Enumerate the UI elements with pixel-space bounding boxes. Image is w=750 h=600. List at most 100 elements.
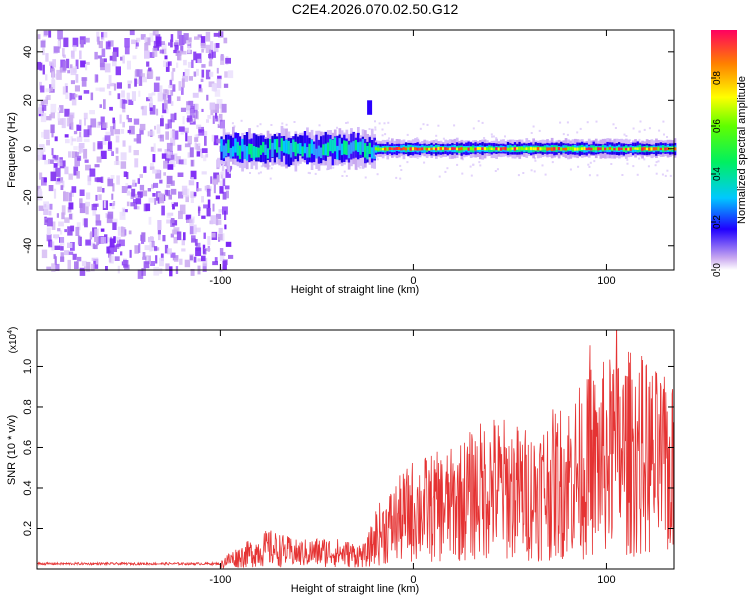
scatter-cell xyxy=(314,172,317,175)
noise-cell xyxy=(150,261,155,266)
scatter-cell xyxy=(456,163,459,166)
scatter-cell xyxy=(566,121,569,124)
noise-cell xyxy=(83,138,90,143)
scatter-cell xyxy=(388,137,390,140)
band-cell xyxy=(301,146,305,157)
band-cell xyxy=(592,147,596,151)
noise-cell xyxy=(87,125,92,136)
noise-cell xyxy=(170,180,175,186)
noise-cell xyxy=(144,50,150,59)
noise-cell xyxy=(131,91,136,101)
band-cell xyxy=(296,143,300,154)
noise-cell xyxy=(100,63,106,71)
band-cell xyxy=(252,146,256,160)
band-cell xyxy=(423,147,427,150)
noise-cell xyxy=(113,245,117,252)
scatter-cell xyxy=(648,127,651,130)
noise-cell xyxy=(55,181,61,185)
noise-cell xyxy=(201,130,208,136)
noise-cell xyxy=(156,124,161,134)
noise-cell xyxy=(194,36,200,40)
scatter-cell xyxy=(669,174,672,177)
noise-cell xyxy=(178,126,185,132)
band-cell xyxy=(435,147,438,151)
band-cell xyxy=(416,147,420,151)
noise-cell xyxy=(83,129,90,138)
noise-cell xyxy=(189,147,194,158)
noise-cell xyxy=(161,153,168,159)
scatter-cell xyxy=(416,137,419,140)
band-cell xyxy=(418,147,422,151)
noise-cell xyxy=(215,115,219,122)
noise-cell xyxy=(84,37,90,43)
noise-cell xyxy=(63,37,69,48)
band-cell xyxy=(266,148,270,159)
noise-cell xyxy=(41,104,47,111)
band-cell xyxy=(315,148,318,159)
noise-cell xyxy=(40,85,45,93)
scatter-cell xyxy=(378,122,381,125)
noise-cell xyxy=(108,253,112,263)
noise-cell xyxy=(180,50,187,55)
scatter-cell xyxy=(643,128,646,131)
noise-cell xyxy=(97,55,102,59)
noise-cell xyxy=(99,104,102,108)
colorbar-tick-label: 0.2 xyxy=(712,215,723,229)
noise-cell xyxy=(165,263,170,271)
noise-cell xyxy=(68,251,74,255)
noise-cell xyxy=(92,243,96,249)
noise-cell xyxy=(163,60,168,67)
noise-cell xyxy=(90,92,94,101)
noise-cell xyxy=(46,116,51,121)
noise-cell xyxy=(178,210,183,220)
spectrogram-panel: -100 0 100 -40 -20 0 20 40 Height of straight … xyxy=(6,29,677,296)
noise-cell xyxy=(220,171,224,175)
noise-cell xyxy=(64,217,70,223)
scatter-cell xyxy=(381,134,384,137)
noise-cell xyxy=(70,64,73,69)
band-cell xyxy=(611,147,614,151)
noise-cell xyxy=(213,172,220,180)
noise-cell xyxy=(94,74,99,83)
noise-cell xyxy=(40,112,47,123)
band-cell xyxy=(655,147,658,151)
noise-cell xyxy=(55,167,61,177)
noise-cell xyxy=(60,185,64,190)
noise-cell xyxy=(173,49,177,54)
noise-cell xyxy=(221,164,225,171)
band-cell xyxy=(391,147,394,150)
noise-cell xyxy=(145,37,151,46)
noise-cell xyxy=(123,171,128,177)
spectrogram-y-label: Frequency (Hz) xyxy=(6,112,18,188)
scatter-cell xyxy=(233,125,236,128)
noise-cell xyxy=(172,153,178,161)
noise-cell xyxy=(172,204,175,210)
noise-cell xyxy=(144,245,151,251)
noise-cell xyxy=(136,69,143,77)
noise-cell xyxy=(107,211,114,219)
noise-cell xyxy=(78,95,82,100)
noise-cell xyxy=(67,70,70,74)
noise-cell xyxy=(65,139,70,144)
noise-cell xyxy=(210,108,214,116)
noise-cell xyxy=(134,245,139,254)
band-cell xyxy=(620,147,623,150)
noise-cell xyxy=(142,256,147,260)
scatter-cell xyxy=(406,133,409,136)
colorbar-label: Normalized spectral amplitude xyxy=(736,76,748,224)
noise-cell xyxy=(77,235,81,245)
noise-cell xyxy=(201,215,206,219)
noise-cell xyxy=(151,92,156,96)
band-cell xyxy=(282,140,286,153)
noise-cell xyxy=(97,141,103,149)
band-cell xyxy=(245,132,249,159)
noise-cell xyxy=(170,218,175,224)
band-cell xyxy=(553,147,556,151)
noise-cell xyxy=(201,46,206,51)
noise-cell xyxy=(156,247,160,251)
band-cell xyxy=(643,147,647,151)
band-cell xyxy=(359,141,363,155)
noise-cell xyxy=(166,190,171,197)
noise-cell xyxy=(185,195,189,203)
scatter-cell xyxy=(544,173,547,176)
